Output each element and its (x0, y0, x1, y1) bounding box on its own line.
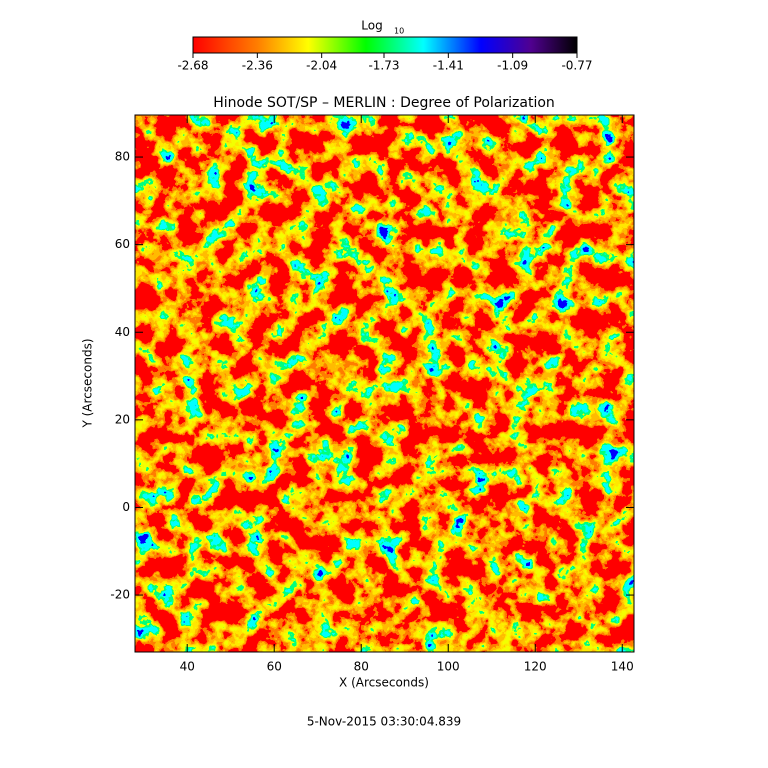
y-tick-label: 60 (115, 237, 130, 251)
y-tick-label: 40 (115, 325, 130, 339)
x-tick-label: 100 (437, 660, 460, 674)
colorbar-tick-label: -1.73 (368, 59, 399, 73)
y-tick-label: 20 (115, 412, 130, 426)
colorbar-tick-label: -2.68 (177, 59, 208, 73)
x-tick-label: 80 (354, 660, 369, 674)
colorbar-tick-label: -2.04 (306, 59, 337, 73)
timestamp: 5-Nov-2015 03:30:04.839 (307, 715, 461, 729)
x-axis-label: X (Arcseconds) (339, 676, 429, 690)
colorbar-label: Log (361, 19, 382, 33)
chart-title: Hinode SOT/SP – MERLIN : Degree of Polar… (213, 95, 555, 111)
colorbar-label-sub: 10 (394, 27, 404, 36)
plot-frame (134, 114, 635, 653)
y-tick-label: 80 (115, 150, 130, 164)
colorbar (192, 36, 578, 54)
colorbar-tick-label: -1.41 (433, 59, 464, 73)
y-tick-label: -20 (110, 588, 130, 602)
polarization-map (135, 115, 634, 652)
x-tick-label: 60 (267, 660, 282, 674)
y-axis-label: Y (Arcseconds) (81, 338, 95, 428)
x-tick-label: 120 (524, 660, 547, 674)
colorbar-tick-label: -1.09 (497, 59, 528, 73)
y-tick-label: 0 (122, 500, 130, 514)
x-tick-label: 40 (180, 660, 195, 674)
colorbar-tick-label: -2.36 (242, 59, 273, 73)
colorbar-tick-label: -0.77 (561, 59, 592, 73)
x-tick-label: 140 (611, 660, 634, 674)
